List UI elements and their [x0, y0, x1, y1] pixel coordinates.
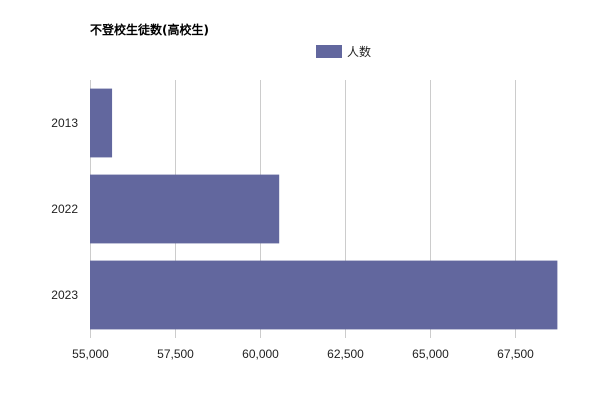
chart-title: 不登校生徒数(高校生) [90, 22, 209, 37]
x-axis-ticks: 55,000 57,500 60,000 62,500 65,000 67,500 [72, 347, 534, 361]
y-category-label: 2022 [51, 202, 78, 216]
y-category-label: 2023 [51, 288, 78, 302]
legend[interactable]: 人数 [316, 44, 371, 59]
y-axis-labels: 2013 2022 2023 [51, 116, 78, 302]
x-tick-label: 55,000 [72, 347, 109, 361]
x-tick-label: 62,500 [327, 347, 364, 361]
x-tick-label: 57,500 [157, 347, 194, 361]
bars [90, 88, 558, 330]
bar-2013[interactable] [90, 88, 113, 158]
legend-label: 人数 [347, 44, 371, 59]
bar-2023[interactable] [90, 260, 558, 330]
x-tick-label: 60,000 [242, 347, 279, 361]
x-tick-label: 67,500 [497, 347, 534, 361]
y-category-label: 2013 [51, 116, 78, 130]
x-tick-label: 65,000 [412, 347, 449, 361]
legend-swatch [316, 45, 342, 58]
bar-2022[interactable] [90, 174, 280, 244]
